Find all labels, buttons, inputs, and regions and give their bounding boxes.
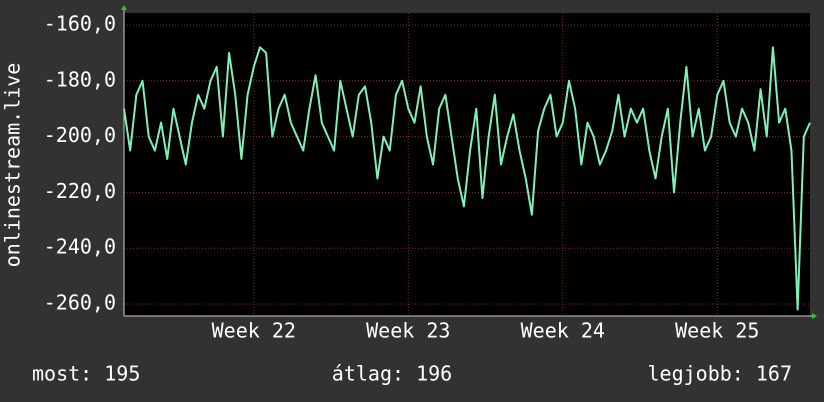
axis-arrow <box>121 5 127 10</box>
y-tick-label: -180,0 <box>44 67 116 91</box>
axis-arrow <box>812 313 817 319</box>
y-tick-label: -200,0 <box>44 123 116 147</box>
stat-best: legjobb: 167 <box>648 362 793 386</box>
y-tick-label: -260,0 <box>44 291 116 315</box>
y-tick-label: -220,0 <box>44 179 116 203</box>
x-tick-label: Week 22 <box>212 319 296 343</box>
y-axis-label: onlinestream.live <box>1 63 25 268</box>
data-line <box>123 46 811 311</box>
stat-current: most: 195 <box>32 362 140 386</box>
plot-area <box>124 13 810 316</box>
x-tick-label: Week 25 <box>675 319 759 343</box>
stat-average: átlag: 196 <box>332 362 452 386</box>
x-tick-label: Week 24 <box>521 319 605 343</box>
y-tick-label: -160,0 <box>44 11 116 35</box>
y-tick-label: -240,0 <box>44 235 116 259</box>
x-tick-label: Week 23 <box>366 319 450 343</box>
